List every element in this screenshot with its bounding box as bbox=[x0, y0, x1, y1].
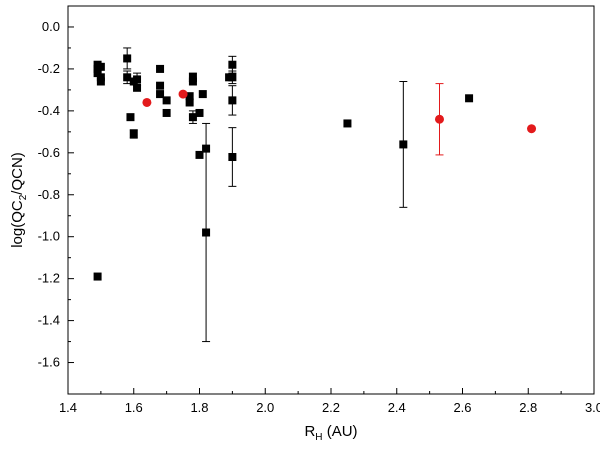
data-point-square bbox=[162, 96, 171, 105]
x-tick-label: 2.8 bbox=[519, 400, 537, 415]
data-point-square bbox=[123, 73, 132, 82]
data-point-square bbox=[126, 113, 135, 122]
x-axis-title: RH (AU) bbox=[304, 423, 357, 443]
data-point-circle bbox=[527, 124, 537, 134]
data-point-square bbox=[96, 62, 105, 71]
data-point-circle bbox=[178, 89, 188, 99]
x-tick-label: 1.4 bbox=[59, 400, 77, 415]
data-point-square bbox=[465, 94, 474, 103]
y-tick-label: -1.2 bbox=[38, 271, 60, 286]
data-point-square bbox=[228, 73, 237, 82]
data-point-circle bbox=[142, 97, 152, 107]
data-point-square bbox=[93, 272, 102, 281]
data-point-square bbox=[185, 98, 194, 107]
data-point-square bbox=[156, 81, 165, 90]
data-point-square bbox=[129, 129, 138, 138]
x-axis-title-main: R bbox=[304, 423, 315, 440]
x-tick-label: 2.4 bbox=[388, 400, 406, 415]
y-tick-label: -0.4 bbox=[38, 103, 60, 118]
x-tick-label: 2.2 bbox=[322, 400, 340, 415]
y-tick-label: -0.8 bbox=[38, 187, 60, 202]
y-axis-title-part1: log(QC bbox=[9, 200, 26, 248]
data-point-square bbox=[185, 92, 194, 101]
data-point-square bbox=[93, 69, 102, 78]
data-point-square bbox=[188, 77, 197, 86]
data-point-circle bbox=[434, 114, 444, 124]
data-point-square bbox=[228, 153, 237, 162]
y-tick-label: 0.0 bbox=[42, 19, 60, 34]
data-point-square bbox=[195, 150, 204, 159]
x-axis-title-units: (AU) bbox=[323, 423, 358, 440]
plot-area bbox=[67, 5, 595, 395]
y-axis-ticks: 0.0 -0.2 -0.4 -0.6 -0.8 -1.0 -1.2 -1.4 -1.6 bbox=[38, 19, 74, 370]
x-tick-label: 1.8 bbox=[190, 400, 208, 415]
data-point-square bbox=[96, 77, 105, 86]
y-tick-label: -1.0 bbox=[38, 229, 60, 244]
data-points bbox=[93, 54, 537, 281]
data-point-square bbox=[188, 113, 197, 122]
data-point-square bbox=[343, 119, 352, 128]
y-tick-label: -1.6 bbox=[38, 355, 60, 370]
data-point-square bbox=[96, 73, 105, 82]
data-point-square bbox=[188, 73, 197, 82]
data-point-square bbox=[202, 228, 211, 237]
y-tick-label: -0.6 bbox=[38, 145, 60, 160]
x-axis-ticks: 1.4 1.6 1.8 2.0 2.2 2.4 2.6 2.8 3.0 bbox=[59, 388, 600, 415]
x-axis-title-subscript: H bbox=[315, 432, 322, 443]
data-point-square bbox=[156, 90, 165, 99]
y-axis-title-subscript: 2 bbox=[18, 194, 29, 200]
data-point-square bbox=[123, 54, 132, 63]
x-tick-label: 2.6 bbox=[453, 400, 471, 415]
y-axis-title-part2: /QCN) bbox=[9, 152, 26, 195]
data-point-square bbox=[228, 96, 237, 105]
data-point-square bbox=[162, 108, 171, 117]
data-point-square bbox=[198, 90, 207, 99]
x-tick-label: 2.0 bbox=[256, 400, 274, 415]
y-tick-label: -0.2 bbox=[38, 61, 60, 76]
data-point-square bbox=[133, 75, 142, 84]
data-point-square bbox=[228, 60, 237, 69]
data-point-square bbox=[202, 144, 211, 153]
data-point-square bbox=[195, 108, 204, 117]
y-tick-label: -1.4 bbox=[38, 313, 60, 328]
data-point-square bbox=[133, 83, 142, 92]
x-tick-label: 1.6 bbox=[125, 400, 143, 415]
y-axis-title: log(QC2/QCN) bbox=[9, 152, 29, 248]
data-point-square bbox=[399, 140, 408, 149]
x-tick-label: 3.0 bbox=[585, 400, 600, 415]
data-point-square bbox=[156, 64, 165, 73]
